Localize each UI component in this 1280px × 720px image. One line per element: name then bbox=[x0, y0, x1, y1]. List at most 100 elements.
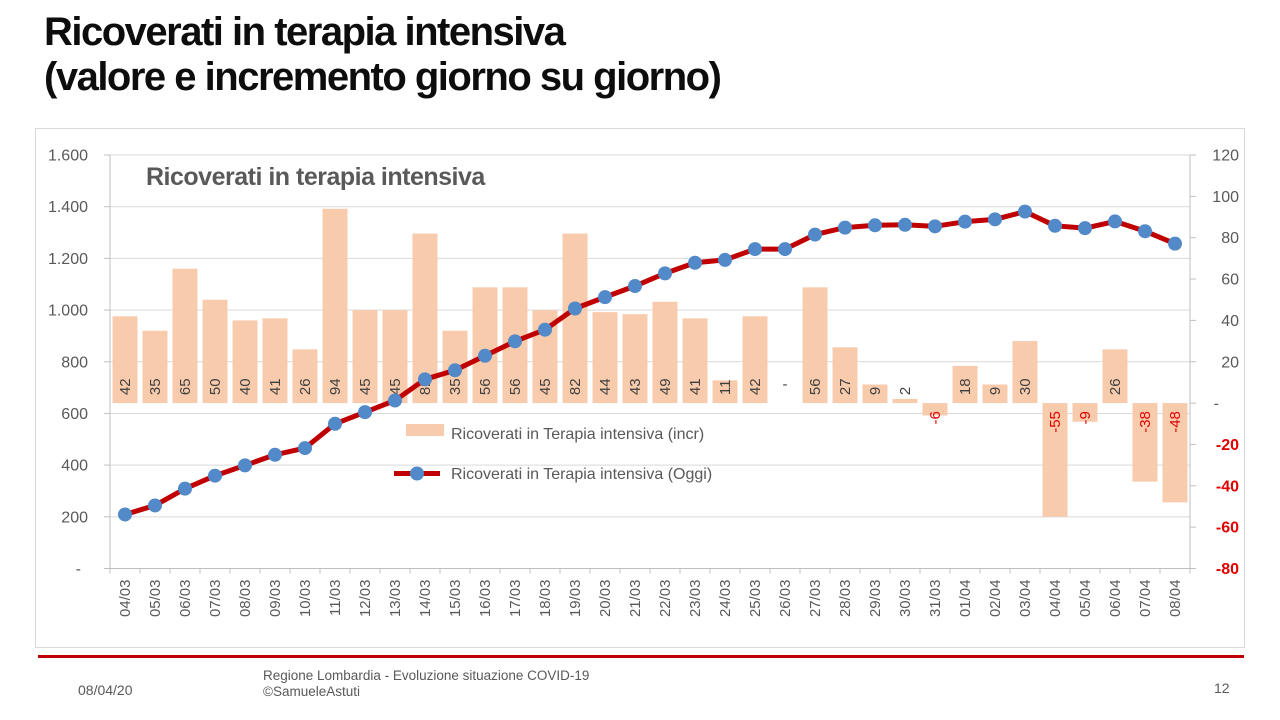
bar bbox=[172, 268, 198, 404]
x-axis-date-label: 02/04 bbox=[987, 580, 1004, 618]
bar-label: 41 bbox=[267, 378, 284, 395]
slide-title-line2: (valore e incremento giorno su giorno) bbox=[44, 54, 722, 99]
bar bbox=[1132, 403, 1158, 482]
footer-caption-line2: ©SamueleAstuti bbox=[263, 683, 360, 699]
bar-label: 56 bbox=[477, 378, 494, 395]
line-marker bbox=[268, 447, 282, 462]
x-axis-date-label: 31/03 bbox=[927, 580, 944, 618]
bar-label: 30 bbox=[1017, 378, 1034, 395]
bar-label-negative: -9 bbox=[1077, 411, 1094, 424]
chart-title: Ricoverati in terapia intensiva bbox=[146, 163, 486, 191]
x-axis-date-label: 16/03 bbox=[477, 580, 494, 618]
line-marker bbox=[358, 405, 372, 420]
line-marker bbox=[508, 334, 522, 349]
line-marker bbox=[118, 507, 132, 522]
line-marker bbox=[568, 301, 582, 316]
line-marker bbox=[718, 252, 732, 267]
bar-label: 42 bbox=[117, 378, 134, 395]
bar bbox=[802, 287, 828, 404]
left-axis-label: 600 bbox=[61, 406, 88, 423]
right-axis-label: -40 bbox=[1216, 478, 1239, 495]
right-axis-label: 80 bbox=[1221, 230, 1239, 247]
bar bbox=[682, 318, 708, 404]
x-axis-date-label: 22/03 bbox=[657, 580, 674, 618]
line-marker bbox=[418, 372, 432, 387]
bar bbox=[1042, 403, 1068, 517]
x-axis-date-label: 06/04 bbox=[1107, 580, 1124, 618]
line-marker bbox=[448, 363, 462, 378]
line-marker bbox=[688, 255, 702, 270]
bar-label: 65 bbox=[177, 378, 194, 395]
bar-label: 49 bbox=[657, 378, 674, 395]
bar bbox=[352, 310, 378, 404]
bar bbox=[952, 365, 978, 404]
bar-label: 9 bbox=[867, 387, 884, 395]
x-axis-date-label: 25/03 bbox=[747, 580, 764, 618]
bar bbox=[142, 330, 168, 404]
x-axis-date-label: 08/04 bbox=[1167, 580, 1184, 618]
left-axis-label: - bbox=[76, 561, 81, 578]
right-axis-label: 100 bbox=[1212, 189, 1239, 206]
bar bbox=[832, 347, 858, 404]
bar bbox=[742, 316, 768, 404]
bar bbox=[382, 310, 408, 404]
right-axis-label: -80 bbox=[1216, 561, 1239, 578]
x-axis-date-label: 29/03 bbox=[867, 580, 884, 618]
bar bbox=[862, 384, 888, 404]
legend-line-marker bbox=[410, 466, 424, 481]
line-marker bbox=[1108, 214, 1122, 229]
x-axis-date-label: 13/03 bbox=[387, 580, 404, 618]
bar bbox=[472, 287, 498, 404]
line-marker bbox=[388, 393, 402, 408]
bar bbox=[622, 314, 648, 404]
bar bbox=[112, 316, 138, 404]
line-marker bbox=[748, 242, 762, 257]
bar-label: 45 bbox=[537, 378, 554, 395]
bar-label: 26 bbox=[297, 378, 314, 395]
x-axis-date-label: 10/03 bbox=[297, 580, 314, 618]
x-axis-date-label: 23/03 bbox=[687, 580, 704, 618]
slide-title-line1: Ricoverati in terapia intensiva bbox=[44, 10, 566, 54]
bar-label-negative: -6 bbox=[927, 411, 944, 424]
line-marker bbox=[928, 219, 942, 234]
line-marker bbox=[1048, 218, 1062, 233]
line-marker bbox=[658, 266, 672, 281]
line-marker bbox=[898, 217, 912, 232]
left-axis-label: 1.600 bbox=[48, 148, 88, 165]
x-axis-date-label: 09/03 bbox=[267, 580, 284, 618]
bar-label: 18 bbox=[957, 378, 974, 395]
bar-label: 50 bbox=[207, 378, 224, 395]
bar bbox=[1102, 349, 1128, 404]
bar bbox=[292, 349, 318, 404]
left-axis-label: 800 bbox=[61, 354, 88, 371]
bar bbox=[562, 233, 588, 404]
line-marker bbox=[958, 214, 972, 229]
bar bbox=[322, 208, 348, 404]
bar bbox=[652, 301, 678, 404]
bar-label: 45 bbox=[357, 378, 374, 395]
line-marker bbox=[778, 242, 792, 257]
bar bbox=[922, 403, 948, 416]
bar bbox=[1162, 403, 1188, 503]
bar-label-negative: -55 bbox=[1047, 411, 1064, 433]
bar-label: 56 bbox=[807, 378, 824, 395]
bar-label-negative: -48 bbox=[1167, 411, 1184, 433]
right-axis-label: 120 bbox=[1212, 148, 1239, 165]
chart-area: 42 35 65 50 40 41 26 94 45 45 82 35 56 56 45 82 44 43 49 41… bbox=[35, 128, 1245, 648]
line-marker bbox=[1018, 204, 1032, 219]
line-marker bbox=[208, 468, 222, 483]
x-axis-date-label: 08/03 bbox=[237, 580, 254, 618]
right-axis-label: 60 bbox=[1221, 272, 1239, 289]
bar-label: 82 bbox=[567, 378, 584, 395]
x-axis-date-label: 17/03 bbox=[507, 580, 524, 618]
bar bbox=[982, 384, 1008, 404]
line-marker bbox=[628, 279, 642, 294]
line-marker bbox=[808, 227, 822, 242]
bar bbox=[1072, 403, 1098, 422]
bar bbox=[262, 318, 288, 404]
bar-label: 35 bbox=[447, 378, 464, 395]
chart-canvas: 42 35 65 50 40 41 26 94 45 45 82 35 56 56 45 82 44 43 49 41… bbox=[48, 148, 1239, 618]
line-marker bbox=[238, 458, 252, 473]
bar-label: 94 bbox=[327, 378, 344, 395]
